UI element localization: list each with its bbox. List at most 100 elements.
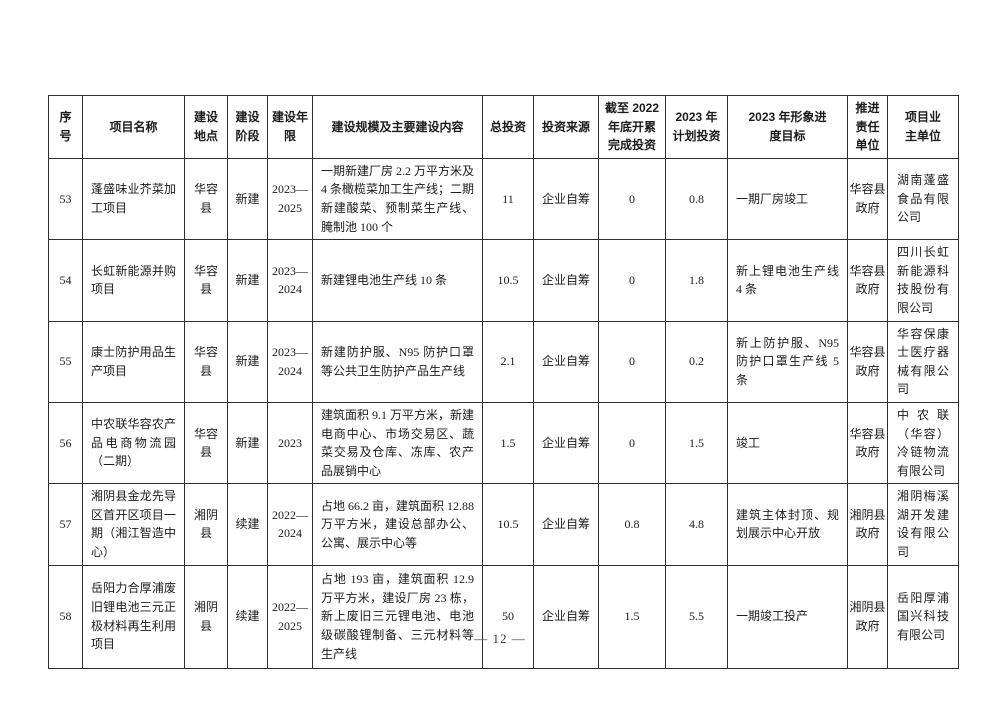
cell-scale: 一期新建厂房 2.2 万平方米及 4 条橄榄菜加工生产线；二期新建酸菜、预制菜生… bbox=[312, 157, 483, 241]
cell-project-name: 长虹新能源并购项目 bbox=[82, 239, 185, 322]
table-row: 53 蓬盛味业芥菜加工项目 华容县 新建 2023—2025 一期新建厂房 2.… bbox=[48, 157, 959, 241]
cell-investment-source: 企业自筹 bbox=[533, 401, 599, 485]
col-header-completed-investment: 截至 2022 年底开累完成投资 bbox=[598, 95, 666, 159]
cell-total-investment: 2.1 bbox=[482, 320, 534, 403]
cell-completed-investment: 0 bbox=[598, 320, 666, 403]
cell-location: 湘阴县 bbox=[184, 483, 228, 566]
cell-planned-investment: 1.5 bbox=[665, 401, 728, 485]
cell-project-name: 康士防护用品生产项目 bbox=[82, 320, 185, 403]
table-row: 57 湘阴县金龙先导区首开区项目一期（湘江智造中心） 湘阴县 续建 2022—2… bbox=[48, 483, 959, 566]
cell-responsible-unit: 湘阴县政府 bbox=[847, 483, 888, 566]
cell-responsible-unit: 华容县政府 bbox=[847, 401, 888, 485]
cell-completed-investment: 0.8 bbox=[598, 483, 666, 566]
col-header-planned-investment: 2023 年计划投资 bbox=[665, 95, 728, 159]
cell-total-investment: 10.5 bbox=[482, 483, 534, 566]
cell-project-name: 岳阳力合厚浦废旧锂电池三元正极材料再生利用项目 bbox=[82, 564, 185, 669]
cell-years: 2023—2024 bbox=[267, 320, 313, 403]
cell-years: 2022—2024 bbox=[267, 483, 313, 566]
col-header-investment-source: 投资来源 bbox=[533, 95, 599, 159]
cell-index: 54 bbox=[48, 239, 83, 322]
table-row: 58 岳阳力合厚浦废旧锂电池三元正极材料再生利用项目 湘阴县 续建 2022—2… bbox=[48, 564, 959, 669]
cell-project-name: 湘阴县金龙先导区首开区项目一期（湘江智造中心） bbox=[82, 483, 185, 566]
col-header-project-name: 项目名称 bbox=[82, 95, 185, 159]
cell-location: 华容县 bbox=[184, 320, 228, 403]
cell-progress-goal: 一期厂房竣工 bbox=[727, 157, 848, 241]
cell-owner-unit: 四川长虹新能源科技股份有限公司 bbox=[887, 239, 959, 322]
col-header-scale: 建设规模及主要建设内容 bbox=[312, 95, 483, 159]
cell-investment-source: 企业自筹 bbox=[533, 564, 599, 669]
cell-total-investment: 10.5 bbox=[482, 239, 534, 322]
cell-location: 华容县 bbox=[184, 157, 228, 241]
cell-progress-goal: 竣工 bbox=[727, 401, 848, 485]
cell-scale: 新建锂电池生产线 10 条 bbox=[312, 239, 483, 322]
cell-project-name: 中农联华容农产品电商物流园（二期） bbox=[82, 401, 185, 485]
cell-planned-investment: 0.2 bbox=[665, 320, 728, 403]
cell-location: 湘阴县 bbox=[184, 564, 228, 669]
cell-responsible-unit: 湘阴县政府 bbox=[847, 564, 888, 669]
header-row: 序号 项目名称 建设地点 建设阶段 建设年限 建设规模及主要建设内容 总投资 投… bbox=[48, 95, 959, 159]
cell-stage: 续建 bbox=[227, 483, 268, 566]
cell-years: 2023—2024 bbox=[267, 239, 313, 322]
cell-total-investment: 50 bbox=[482, 564, 534, 669]
cell-responsible-unit: 华容县政府 bbox=[847, 239, 888, 322]
cell-completed-investment: 0 bbox=[598, 239, 666, 322]
cell-planned-investment: 5.5 bbox=[665, 564, 728, 669]
col-header-responsible-unit: 推进责任单位 bbox=[847, 95, 888, 159]
page-number: — 12 — bbox=[474, 631, 526, 646]
cell-scale: 占地 66.2 亩，建筑面积 12.88 万平方米，建设总部办公、公寓、展示中心… bbox=[312, 483, 483, 566]
cell-investment-source: 企业自筹 bbox=[533, 483, 599, 566]
cell-years: 2022—2025 bbox=[267, 564, 313, 669]
cell-progress-goal: 新上锂电池生产线 4 条 bbox=[727, 239, 848, 322]
col-header-stage: 建设阶段 bbox=[227, 95, 268, 159]
cell-scale: 建筑面积 9.1 万平方米，新建电商中心、市场交易区、蔬菜交易及仓库、冻库、农产… bbox=[312, 401, 483, 485]
cell-progress-goal: 新上防护服、N95 防护口罩生产线 5 条 bbox=[727, 320, 848, 403]
cell-scale: 占地 193 亩，建筑面积 12.9 万平方米，建设厂房 23 栋，新上废旧三元… bbox=[312, 564, 483, 669]
cell-investment-source: 企业自筹 bbox=[533, 239, 599, 322]
col-header-index: 序号 bbox=[48, 95, 83, 159]
col-header-progress-goal: 2023 年形象进度目标 bbox=[727, 95, 848, 159]
cell-scale: 新建防护服、N95 防护口罩等公共卫生防护产品生产线 bbox=[312, 320, 483, 403]
cell-owner-unit: 岳阳厚浦国兴科技有限公司 bbox=[887, 564, 959, 669]
cell-planned-investment: 4.8 bbox=[665, 483, 728, 566]
cell-planned-investment: 1.8 bbox=[665, 239, 728, 322]
cell-stage: 续建 bbox=[227, 564, 268, 669]
table-row: 54 长虹新能源并购项目 华容县 新建 2023—2024 新建锂电池生产线 1… bbox=[48, 239, 959, 322]
cell-project-name: 蓬盛味业芥菜加工项目 bbox=[82, 157, 185, 241]
cell-investment-source: 企业自筹 bbox=[533, 320, 599, 403]
projects-table: 序号 项目名称 建设地点 建设阶段 建设年限 建设规模及主要建设内容 总投资 投… bbox=[48, 95, 959, 669]
cell-index: 58 bbox=[48, 564, 83, 669]
col-header-location: 建设地点 bbox=[184, 95, 228, 159]
col-header-years: 建设年限 bbox=[267, 95, 313, 159]
cell-years: 2023—2025 bbox=[267, 157, 313, 241]
cell-completed-investment: 0 bbox=[598, 157, 666, 241]
cell-location: 华容县 bbox=[184, 401, 228, 485]
cell-location: 华容县 bbox=[184, 239, 228, 322]
cell-total-investment: 1.5 bbox=[482, 401, 534, 485]
cell-progress-goal: 一期竣工投产 bbox=[727, 564, 848, 669]
cell-responsible-unit: 华容县政府 bbox=[847, 157, 888, 241]
cell-investment-source: 企业自筹 bbox=[533, 157, 599, 241]
cell-completed-investment: 1.5 bbox=[598, 564, 666, 669]
cell-index: 57 bbox=[48, 483, 83, 566]
cell-planned-investment: 0.8 bbox=[665, 157, 728, 241]
cell-years: 2023 bbox=[267, 401, 313, 485]
cell-completed-investment: 0 bbox=[598, 401, 666, 485]
cell-owner-unit: 中农联（华容）冷链物流有限公司 bbox=[887, 401, 959, 485]
cell-index: 56 bbox=[48, 401, 83, 485]
cell-owner-unit: 华容保康士医疗器械有限公司 bbox=[887, 320, 959, 403]
cell-total-investment: 11 bbox=[482, 157, 534, 241]
cell-stage: 新建 bbox=[227, 401, 268, 485]
cell-owner-unit: 湖南蓬盛食品有限公司 bbox=[887, 157, 959, 241]
cell-owner-unit: 湘阴梅溪湖开发建设有限公司 bbox=[887, 483, 959, 566]
table-row: 55 康士防护用品生产项目 华容县 新建 2023—2024 新建防护服、N95… bbox=[48, 320, 959, 403]
cell-stage: 新建 bbox=[227, 239, 268, 322]
cell-stage: 新建 bbox=[227, 157, 268, 241]
cell-index: 55 bbox=[48, 320, 83, 403]
col-header-owner-unit: 项目业主单位 bbox=[887, 95, 959, 159]
col-header-total-investment: 总投资 bbox=[482, 95, 534, 159]
cell-stage: 新建 bbox=[227, 320, 268, 403]
cell-index: 53 bbox=[48, 157, 83, 241]
table-row: 56 中农联华容农产品电商物流园（二期） 华容县 新建 2023 建筑面积 9.… bbox=[48, 401, 959, 485]
cell-progress-goal: 建筑主体封顶、规划展示中心开放 bbox=[727, 483, 848, 566]
